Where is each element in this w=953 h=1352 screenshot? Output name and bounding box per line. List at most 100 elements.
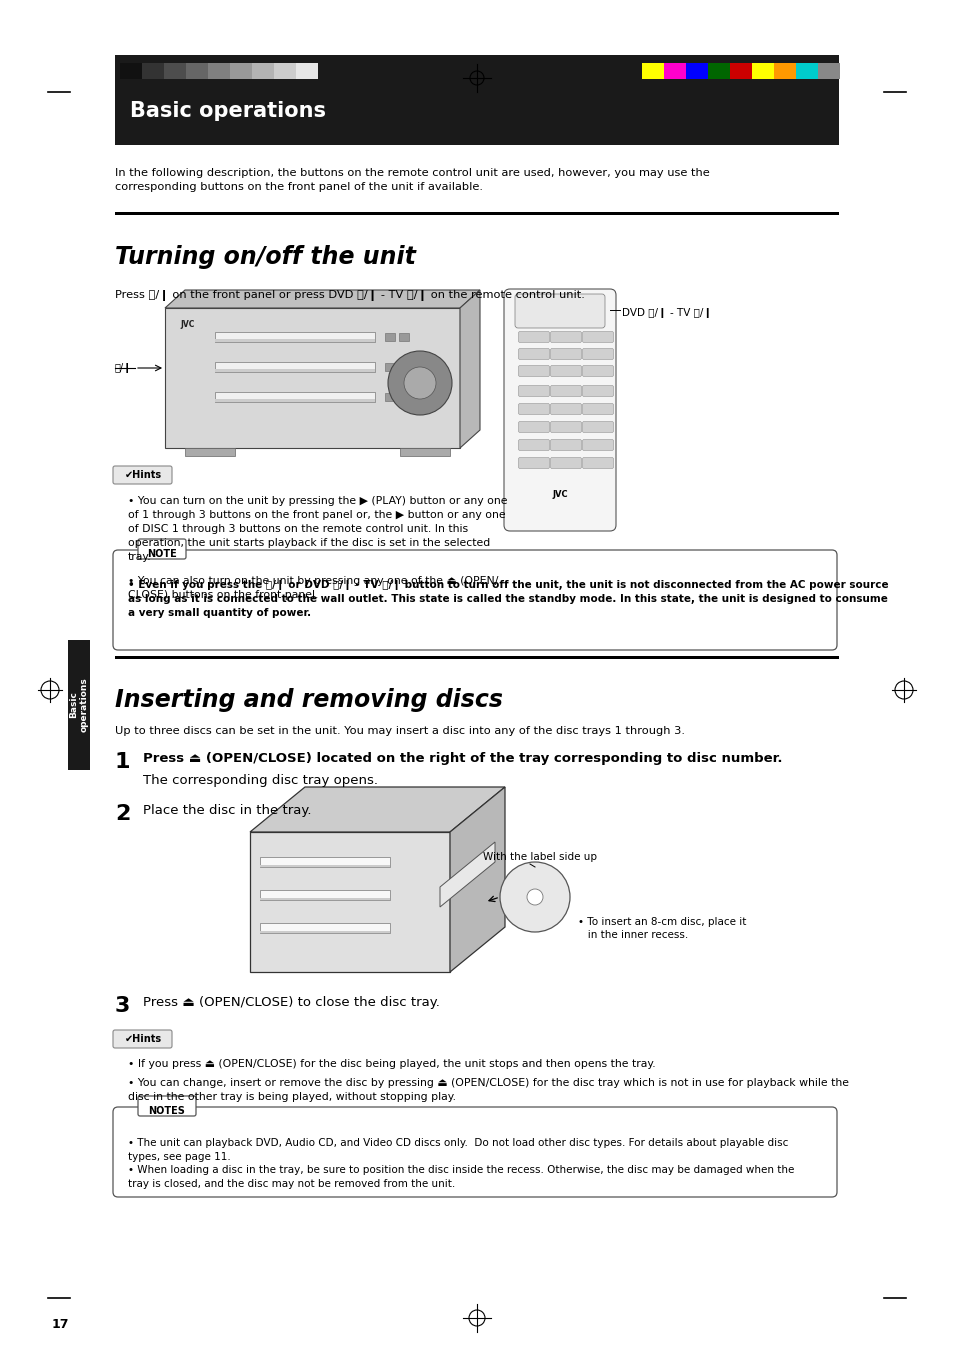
Text: JVC: JVC [180, 320, 194, 329]
Bar [707, 64, 729, 78]
FancyBboxPatch shape [550, 439, 581, 450]
Text: Place the disc in the tray.: Place the disc in the tray. [143, 804, 312, 817]
FancyBboxPatch shape [582, 422, 613, 433]
FancyBboxPatch shape [518, 385, 549, 396]
Bar [164, 64, 186, 78]
Text: NOTES: NOTES [149, 1106, 185, 1115]
Circle shape [388, 352, 452, 415]
Bar [142, 64, 164, 78]
Text: Up to three discs can be set in the unit. You may insert a disc into any of the : Up to three discs can be set in the unit… [115, 726, 684, 735]
Text: • Even if you press the ⏻/❙ or DVD ⏻/❙ - TV ⏻/❙ button to turn off the unit, the: • Even if you press the ⏻/❙ or DVD ⏻/❙ -… [128, 580, 887, 618]
Bar [68, 639, 90, 771]
FancyBboxPatch shape [582, 365, 613, 376]
Bar [115, 55, 838, 145]
Text: • When loading a disc in the tray, be sure to position the disc inside the reces: • When loading a disc in the tray, be su… [128, 1165, 794, 1188]
FancyBboxPatch shape [112, 1030, 172, 1048]
Bar [115, 212, 838, 215]
Bar [214, 333, 375, 342]
FancyBboxPatch shape [518, 422, 549, 433]
Bar [260, 923, 390, 933]
Text: 17: 17 [52, 1318, 70, 1330]
FancyBboxPatch shape [582, 349, 613, 360]
Text: ✔Hints: ✔Hints [124, 1034, 161, 1044]
FancyBboxPatch shape [515, 293, 604, 329]
Bar [729, 64, 751, 78]
Text: • If you press ⏏ (OPEN/CLOSE) for the disc being played, the unit stops and then: • If you press ⏏ (OPEN/CLOSE) for the di… [128, 1059, 655, 1069]
FancyBboxPatch shape [503, 289, 616, 531]
Text: With the label side up: With the label side up [482, 852, 597, 863]
FancyBboxPatch shape [112, 466, 172, 484]
Text: Turning on/off the unit: Turning on/off the unit [115, 245, 416, 269]
Bar [398, 393, 409, 402]
Circle shape [526, 890, 542, 904]
FancyBboxPatch shape [112, 550, 836, 650]
Text: Basic
operations: Basic operations [69, 677, 89, 733]
FancyBboxPatch shape [518, 457, 549, 469]
Text: In the following description, the buttons on the remote control unit are used, h: In the following description, the button… [115, 168, 709, 192]
Bar [295, 64, 317, 78]
FancyBboxPatch shape [138, 1096, 195, 1115]
FancyBboxPatch shape [550, 422, 581, 433]
Bar [208, 64, 230, 78]
Polygon shape [250, 831, 450, 972]
FancyBboxPatch shape [550, 457, 581, 469]
Bar [685, 64, 707, 78]
FancyBboxPatch shape [550, 349, 581, 360]
Bar [260, 890, 390, 900]
FancyBboxPatch shape [550, 365, 581, 376]
Bar [663, 64, 685, 78]
Bar [214, 392, 375, 402]
FancyBboxPatch shape [138, 539, 186, 558]
FancyBboxPatch shape [518, 403, 549, 415]
Bar [214, 339, 375, 342]
Bar [398, 333, 409, 341]
Bar [186, 64, 208, 78]
Text: ✔Hints: ✔Hints [124, 470, 161, 480]
Text: • To insert an 8-cm disc, place it
   in the inner recess.: • To insert an 8-cm disc, place it in th… [578, 917, 745, 940]
Bar [260, 932, 390, 933]
Text: Press ⏻/❙ on the front panel or press DVD ⏻/❙ - TV ⏻/❙ on the remote control uni: Press ⏻/❙ on the front panel or press DV… [115, 289, 584, 301]
FancyBboxPatch shape [582, 403, 613, 415]
Bar [214, 399, 375, 402]
FancyBboxPatch shape [112, 1107, 836, 1197]
FancyBboxPatch shape [518, 349, 549, 360]
FancyBboxPatch shape [582, 457, 613, 469]
FancyBboxPatch shape [518, 439, 549, 450]
Text: JVC: JVC [552, 489, 567, 499]
FancyBboxPatch shape [582, 439, 613, 450]
Bar [398, 362, 409, 370]
FancyBboxPatch shape [518, 365, 549, 376]
FancyBboxPatch shape [518, 331, 549, 342]
Bar [773, 64, 795, 78]
Polygon shape [459, 289, 479, 448]
Bar [385, 393, 395, 402]
Text: 1: 1 [115, 752, 131, 772]
Bar [214, 362, 375, 372]
Bar [252, 64, 274, 78]
Text: Basic operations: Basic operations [130, 101, 326, 120]
Text: ⏻/❙: ⏻/❙ [115, 362, 132, 373]
Bar [165, 308, 459, 448]
FancyBboxPatch shape [550, 403, 581, 415]
Circle shape [403, 366, 436, 399]
Bar [641, 64, 663, 78]
FancyBboxPatch shape [511, 491, 608, 519]
Bar [115, 656, 838, 658]
Text: • The unit can playback DVD, Audio CD, and Video CD discs only.  Do not load oth: • The unit can playback DVD, Audio CD, a… [128, 1138, 787, 1161]
FancyBboxPatch shape [550, 385, 581, 396]
Text: Press ⏏ (OPEN/CLOSE) located on the right of the tray corresponding to disc numb: Press ⏏ (OPEN/CLOSE) located on the righ… [143, 752, 781, 765]
Bar [260, 857, 390, 867]
Polygon shape [439, 842, 495, 907]
Bar [817, 64, 840, 78]
Bar [385, 362, 395, 370]
Bar [230, 64, 252, 78]
Text: 3: 3 [115, 996, 131, 1015]
Polygon shape [165, 289, 479, 308]
FancyBboxPatch shape [582, 385, 613, 396]
Bar [399, 448, 450, 456]
Text: • You can also turn on the unit by pressing any one of the ⏏ (OPEN/
CLOSE) butto: • You can also turn on the unit by press… [128, 576, 497, 600]
Text: Press ⏏ (OPEN/CLOSE) to close the disc tray.: Press ⏏ (OPEN/CLOSE) to close the disc t… [143, 996, 439, 1009]
Bar [795, 64, 817, 78]
FancyBboxPatch shape [582, 331, 613, 342]
Text: The corresponding disc tray opens.: The corresponding disc tray opens. [143, 773, 377, 787]
